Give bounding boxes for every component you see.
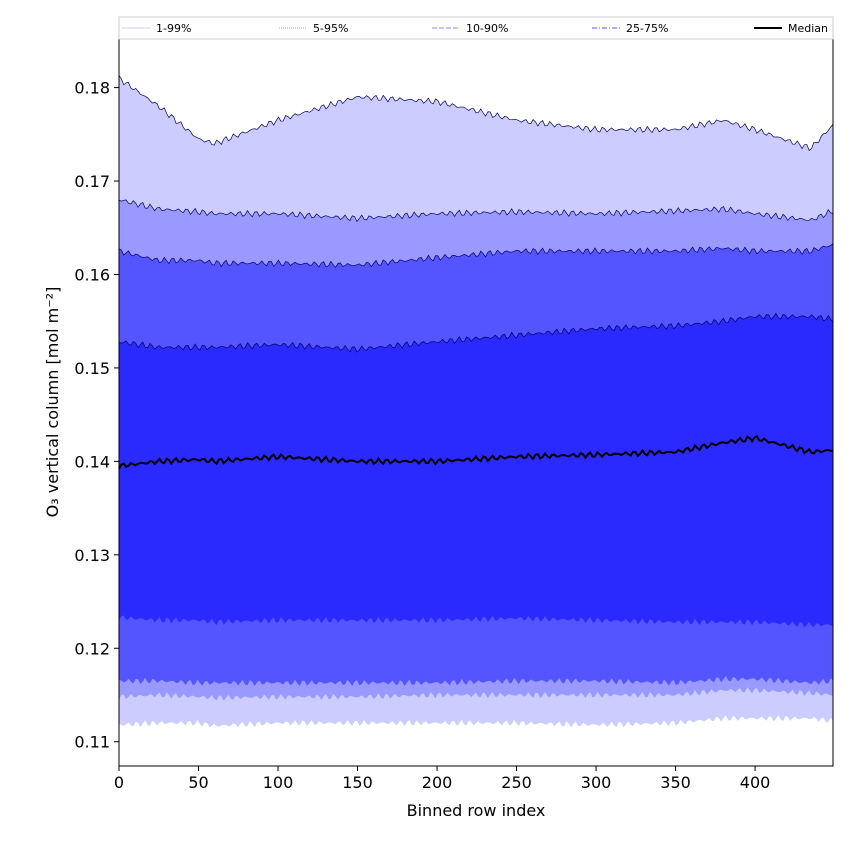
- legend-box: [118, 16, 834, 40]
- x-tick-label: 300: [581, 773, 612, 792]
- x-tick-label: 150: [342, 773, 373, 792]
- band-10to90-upper-edge: [118, 243, 834, 269]
- y-tick-label: 0.11: [74, 733, 110, 752]
- y-tick-label: 0.13: [74, 546, 110, 565]
- band-25to75: [119, 313, 833, 628]
- y-tick-label: 0.16: [74, 265, 110, 284]
- x-tick-label: 50: [188, 773, 208, 792]
- y-tick-label: 0.18: [74, 79, 110, 98]
- y-tick-label: 0.12: [74, 639, 110, 658]
- y-tick-label: 0.14: [74, 452, 110, 471]
- x-tick-label: 200: [422, 773, 453, 792]
- band-5to95-upper-edge: [118, 199, 834, 223]
- percentile-band-edges: [118, 75, 834, 353]
- x-tick-label: 400: [740, 773, 771, 792]
- percentile-bands: [119, 75, 833, 728]
- x-tick-label: 250: [501, 773, 532, 792]
- legend-label: 10-90%: [466, 22, 508, 35]
- y-axis-label: O₃ vertical column [mol m⁻²]: [43, 287, 62, 518]
- legend-label: Median: [788, 22, 828, 35]
- y-tick-label: 0.17: [74, 172, 110, 191]
- median-series: [118, 434, 834, 470]
- band-25to75-upper-edge: [118, 312, 834, 353]
- legend-label: 1-99%: [156, 22, 191, 35]
- band-1to99-upper-edge: [118, 75, 834, 151]
- x-tick-label: 350: [660, 773, 691, 792]
- median-line: [118, 434, 834, 470]
- y-tick-label: 0.15: [74, 359, 110, 378]
- legend-label: 5-95%: [313, 22, 348, 35]
- x-tick-label: 100: [263, 773, 294, 792]
- y-axis-ticks: 0.11 0.12 0.13 0.14 0.15 0.16 0.17 0.18: [74, 79, 119, 752]
- legend: 1-99% 5-95% 10-90% 25-75% Median: [118, 16, 834, 40]
- legend-label: 25-75%: [626, 22, 668, 35]
- x-axis-label: Binned row index: [407, 801, 546, 820]
- x-axis-ticks: 0 50 100 150 200 250 300 350 400: [114, 766, 770, 792]
- x-tick-label: 0: [114, 773, 124, 792]
